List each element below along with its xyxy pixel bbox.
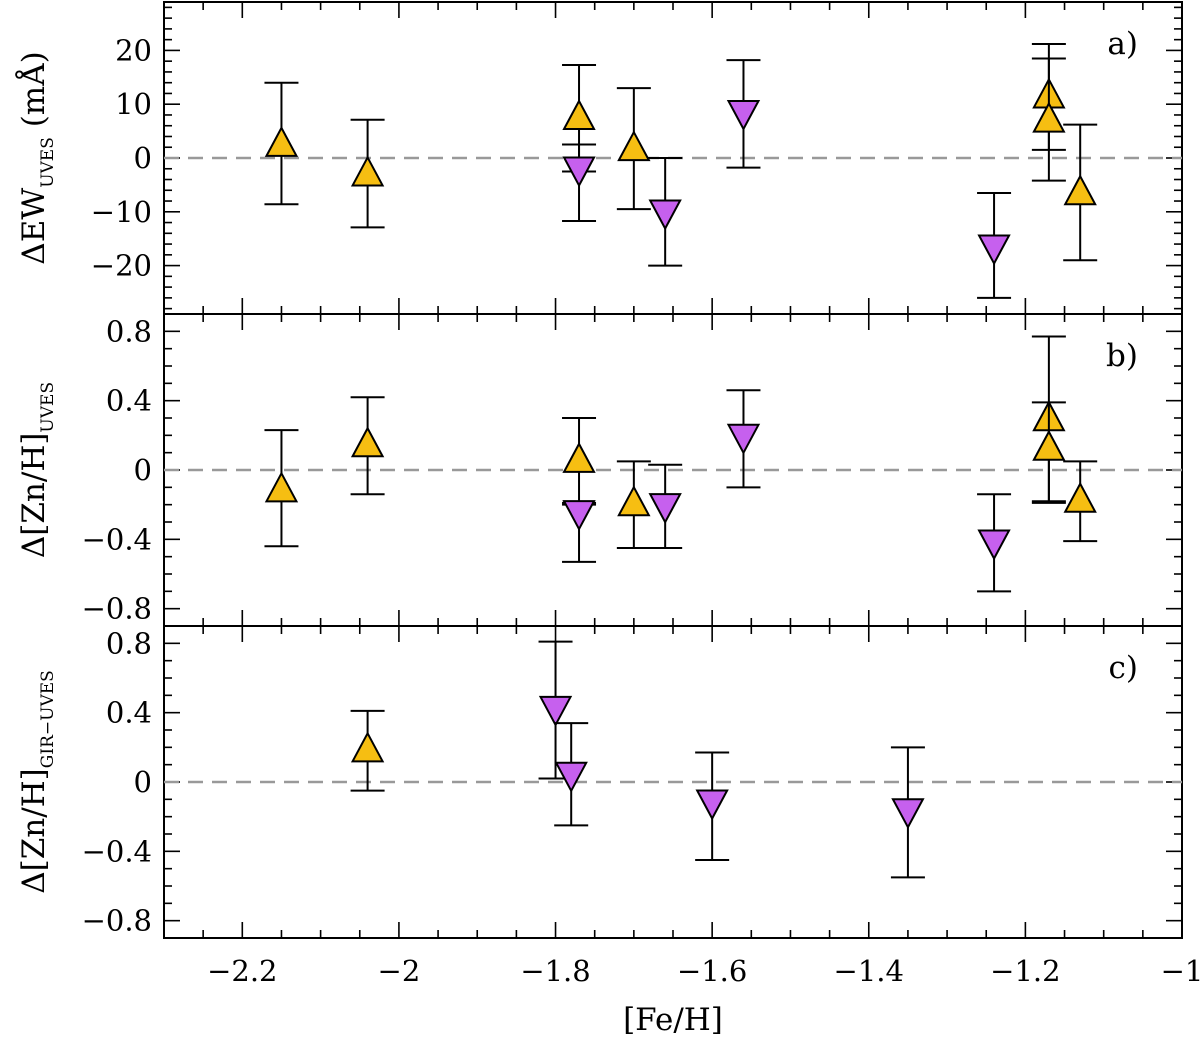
triangle-up-marker — [264, 125, 299, 157]
y-axis-title-main: Δ[Zn/H] — [16, 768, 52, 894]
y-tick-label: 0 — [134, 453, 152, 487]
y-tick-label: −10 — [91, 195, 152, 229]
triangle-up-marker — [1063, 174, 1097, 206]
y-tick-label: 10 — [115, 87, 152, 121]
triangle-down-marker — [562, 500, 596, 532]
data-point-triangle-down — [977, 191, 1012, 299]
data-point-triangle-down — [562, 143, 597, 222]
data-point-triangle-down — [890, 746, 925, 879]
triangle-down-marker — [977, 529, 1011, 561]
y-axis-title-main: Δ[Zn/H] — [16, 433, 52, 559]
y-axis-title-subscript: GIR−UVES — [38, 670, 58, 768]
data-point-triangle-up — [350, 118, 385, 229]
y-axis-title: Δ[Zn/H]GIR−UVES — [16, 670, 58, 894]
triangle-down-marker — [554, 761, 588, 793]
x-tick-label: −1.6 — [677, 954, 747, 988]
y-axis-title-unit: (mÅ) — [14, 51, 52, 137]
triangle-up-marker — [562, 441, 596, 473]
x-tick-label: −2.2 — [207, 954, 277, 988]
data-point-triangle-up — [616, 460, 651, 549]
triangle-up-marker — [617, 485, 651, 517]
data-point-triangle-down — [648, 157, 683, 267]
data-point-triangle-up — [1063, 460, 1098, 543]
data-point-triangle-down — [554, 722, 589, 827]
data-point-triangle-up — [1063, 123, 1098, 262]
triangle-up-marker — [617, 130, 651, 162]
data-point-triangle-up — [264, 429, 299, 548]
data-point-triangle-down — [726, 389, 761, 489]
y-axis-title-main: ΔEW — [16, 188, 52, 265]
x-tick-label: −1.2 — [990, 954, 1060, 988]
data-point-triangle-up — [350, 709, 385, 792]
triangle-down-marker — [562, 156, 596, 188]
triangle-up-marker — [350, 731, 385, 763]
y-axis-title: ΔEWUVES (mÅ) — [14, 51, 58, 264]
triangle-up-marker — [1032, 101, 1066, 133]
data-point-triangle-up — [350, 396, 385, 496]
x-ticks — [163, 2, 1183, 314]
y-tick-label: 0.4 — [106, 384, 152, 418]
y-ticks — [164, 625, 1182, 939]
triangle-up-marker — [264, 471, 299, 503]
panel-label: a) — [1107, 26, 1138, 62]
y-tick-label: −0.4 — [82, 834, 152, 868]
x-axis-title: [Fe/H] — [623, 1002, 723, 1038]
data-point-triangle-down — [648, 463, 683, 549]
triangle-down-marker — [648, 493, 682, 525]
y-tick-label: 0 — [134, 141, 152, 175]
triangle-up-marker — [562, 98, 596, 130]
y-tick-label: 0.4 — [106, 696, 152, 730]
panel-a: −20 −10 0 10 20 a) ΔEWUVES (mÅ) — [14, 1, 1183, 315]
data-point-triangle-up — [562, 417, 597, 504]
triangle-up-marker — [1063, 481, 1097, 513]
triangle-down-marker — [891, 798, 925, 830]
data-point-triangle-up — [616, 87, 651, 211]
y-axis-title-subscript: UVES — [38, 382, 58, 433]
data-point-triangle-down — [562, 500, 597, 563]
triangle-up-marker — [350, 155, 385, 187]
y-tick-label: −0.8 — [82, 904, 152, 938]
y-ticks — [164, 313, 1182, 627]
y-tick-label: −0.8 — [82, 592, 152, 626]
triangle-down-marker — [648, 199, 682, 231]
data-point-triangle-down — [538, 640, 573, 780]
y-tick-label: −20 — [91, 249, 152, 283]
y-axis-title-subscript: UVES — [38, 137, 58, 188]
triangle-down-marker — [726, 423, 761, 455]
data-point-triangle-down — [695, 751, 730, 861]
triangle-up-marker — [350, 426, 385, 458]
triangle-up-marker — [1032, 429, 1066, 461]
triangle-down-marker — [538, 695, 573, 728]
panel-c: −0.8 −0.4 0 0.4 0.8 c) Δ[Zn/H]GIR−UVES −2.2 −2 −1… — [16, 625, 1200, 988]
x-ticks — [163, 314, 1183, 626]
x-ticks — [163, 626, 1183, 938]
panel-label: b) — [1106, 338, 1138, 374]
y-tick-label: 0.8 — [106, 314, 152, 348]
y-tick-label: 20 — [115, 33, 152, 67]
x-tick-label: −1.4 — [834, 954, 904, 988]
y-tick-label: 0.8 — [106, 626, 152, 660]
triangle-down-marker — [977, 234, 1011, 266]
triangle-down-marker — [695, 789, 729, 821]
y-axis-title: Δ[Zn/H]UVES — [16, 382, 58, 558]
y-tick-label: −0.4 — [82, 522, 152, 556]
panel-b: −0.8 −0.4 0 0.4 0.8 b) Δ[Zn/H]UVES — [16, 313, 1183, 627]
y-tick-label: 0 — [134, 765, 152, 799]
triangle-down-marker — [726, 99, 761, 132]
panel-label: c) — [1109, 650, 1138, 686]
x-tick-label: −1 — [1161, 954, 1200, 988]
data-point-triangle-down — [977, 493, 1012, 593]
data-point-triangle-up — [264, 81, 299, 206]
data-point-triangle-up — [1031, 57, 1066, 182]
x-tick-label: −1.8 — [520, 954, 590, 988]
x-tick-label: −2 — [378, 954, 421, 988]
data-point-triangle-down — [726, 59, 761, 169]
data-point-triangle-up — [1031, 401, 1066, 504]
